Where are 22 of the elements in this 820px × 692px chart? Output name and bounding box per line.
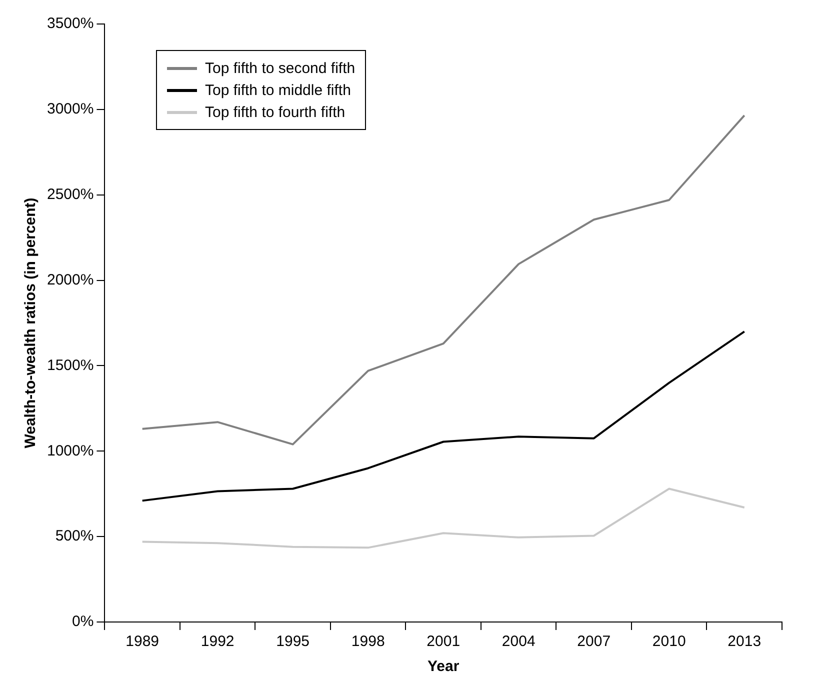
y-tick-label: 500% xyxy=(55,528,94,545)
legend-label: Top fifth to second fifth xyxy=(205,60,356,76)
x-tick-label: 2010 xyxy=(652,633,686,650)
x-tick-label: 1995 xyxy=(276,633,310,650)
y-tick-label: 2000% xyxy=(46,271,94,288)
y-tick-label: 2500% xyxy=(46,186,94,203)
legend-label: Top fifth to fourth fifth xyxy=(205,104,346,120)
y-axis-title: Wealth-to-wealth ratios (in percent) xyxy=(22,198,40,448)
x-tick-label: 1992 xyxy=(200,633,234,650)
x-tick-label: 1998 xyxy=(351,633,385,650)
x-tick-label: 2007 xyxy=(577,633,611,650)
legend-label: Top fifth to middle fifth xyxy=(205,82,351,98)
y-tick-label: 3500% xyxy=(46,15,94,32)
x-tick-label: 2001 xyxy=(426,633,460,650)
y-tick-label: 0% xyxy=(72,613,94,630)
y-tick-label: 3000% xyxy=(46,100,94,118)
x-tick-label: 1989 xyxy=(126,633,160,650)
x-tick-label: 2013 xyxy=(728,633,762,650)
y-tick-label: 1000% xyxy=(46,442,94,460)
x-axis-title: Year xyxy=(428,658,460,676)
y-tick-label: 1500% xyxy=(46,356,94,374)
x-tick-label: 2004 xyxy=(502,633,536,650)
